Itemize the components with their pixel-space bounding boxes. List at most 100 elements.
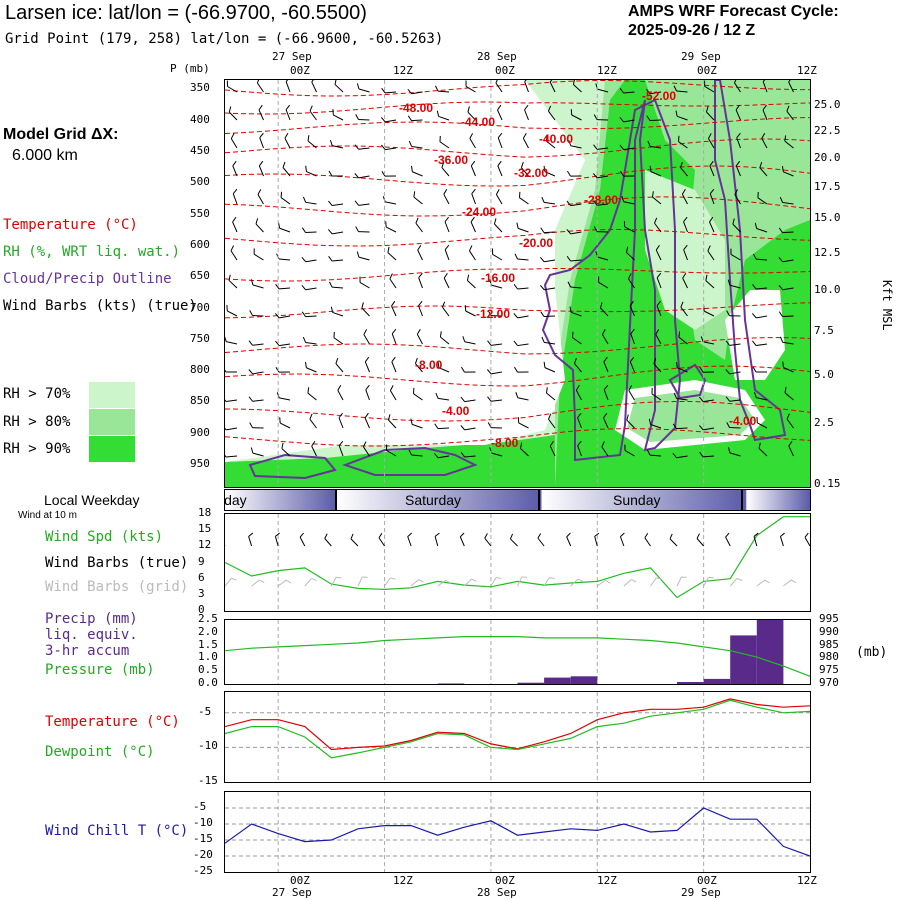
- wind-barb: [497, 104, 503, 121]
- wind-barb: [413, 191, 423, 205]
- wind-barb: [302, 336, 317, 345]
- wind-barb: [601, 441, 609, 457]
- wind-barb: [311, 440, 317, 457]
- wind-barb: [441, 161, 450, 177]
- wind-barb: [301, 311, 317, 318]
- pressure-tick: 975: [819, 663, 839, 677]
- precip-legend-2: liq. equiv.: [45, 627, 138, 643]
- wind-barb: [249, 422, 264, 429]
- wind-barb: [646, 449, 662, 457]
- wind-barb: [435, 85, 450, 93]
- wind-barb: [730, 248, 741, 261]
- wind-barb: [434, 423, 450, 430]
- windchill-legend: Wind Chill T (°C): [45, 823, 189, 839]
- grid-wind-barb: [463, 578, 477, 587]
- rh90-legend-label: RH > 90%: [3, 441, 71, 457]
- surface-wind-barb: [248, 532, 254, 547]
- wind-barb: [354, 173, 370, 179]
- wind-barb: [381, 170, 397, 177]
- wind-barb: [280, 191, 291, 205]
- wind-barb: [788, 80, 794, 93]
- weekday-friday: iday: [224, 492, 247, 508]
- isotherm-label: -24.00: [462, 205, 497, 219]
- wind-barb: [497, 132, 503, 149]
- wind-barb: [566, 200, 582, 207]
- wind-barb: [682, 272, 688, 289]
- surface-wind-barb: [696, 533, 705, 547]
- wind-barb: [412, 387, 423, 401]
- wind-barb: [248, 396, 264, 402]
- isotherm-label: -4.00: [442, 404, 470, 418]
- wind-barb: [470, 160, 476, 177]
- wind-barb: [487, 396, 503, 402]
- wind-barb: [575, 385, 582, 401]
- wind-barb: [380, 117, 397, 123]
- wind-barb: [354, 144, 370, 150]
- wind-barb: [462, 336, 476, 345]
- wind-barb: [407, 89, 423, 95]
- wind-barb: [497, 160, 503, 177]
- wind-barb: [572, 80, 582, 93]
- wind-barb: [673, 392, 688, 401]
- isotherm-line: [225, 228, 810, 247]
- wind-barb: [307, 135, 317, 149]
- surface-wind-barb: [644, 532, 651, 547]
- precip-tick: 2.5: [198, 612, 218, 625]
- wind-barb: [309, 413, 317, 429]
- height-tick-label: 7.5: [814, 324, 834, 337]
- wind-barb: [758, 442, 768, 457]
- wind-barb: [248, 369, 264, 375]
- pressure-tick-label: 650: [190, 269, 210, 283]
- wind-barb: [524, 104, 529, 121]
- wind-barb: [258, 160, 264, 177]
- height-tick-label: 10.0: [814, 283, 841, 296]
- wind-barb: [305, 361, 317, 373]
- wind-barb: [520, 161, 529, 177]
- forecast-cycle-title: AMPS WRF Forecast Cycle:: [628, 3, 839, 20]
- wind-barb: [466, 274, 476, 289]
- wind-barb: [625, 246, 635, 261]
- wind-barb: [355, 114, 370, 121]
- precip-bar: [437, 683, 465, 684]
- wind-barb: [444, 216, 450, 233]
- precip-tick: 0.0: [198, 676, 218, 689]
- wind-barb: [333, 331, 344, 345]
- wind-barb: [603, 412, 609, 429]
- wind-barb: [705, 274, 715, 289]
- wind-barb: [647, 140, 662, 149]
- bottom-hour-0: 00Z: [290, 874, 310, 887]
- wind-barb: [258, 104, 264, 121]
- surface-wind-barb: [378, 532, 385, 547]
- wind-barb: [547, 105, 556, 121]
- wind-speed-tick: 6: [198, 570, 205, 584]
- wind-barb: [570, 109, 582, 121]
- grid-wind-barb: [596, 579, 611, 587]
- rh80-legend-label: RH > 80%: [3, 414, 71, 430]
- surface-wind-barb: [274, 532, 280, 547]
- pressure-tick: 995: [819, 612, 839, 625]
- wind-barb: [493, 218, 503, 233]
- wind-barb: [443, 189, 450, 205]
- wind-barb: [439, 135, 450, 149]
- wind-barb: [411, 165, 423, 177]
- wind-barb: [225, 366, 238, 373]
- wind-barb: [778, 257, 794, 263]
- wind-barb: [285, 80, 291, 93]
- wind-barb: [275, 283, 291, 290]
- wind-barb: [225, 396, 238, 403]
- height-tick-label: 22.5: [814, 124, 841, 137]
- wind-barb: [762, 104, 768, 121]
- wind-barb: [471, 188, 476, 205]
- wind-barb: [364, 356, 370, 373]
- wind-barb: [495, 189, 503, 205]
- temperature-line: [225, 698, 810, 751]
- windchill-tick: -15: [193, 832, 213, 845]
- wind-barb: [256, 80, 264, 93]
- surface-wind-barb: [594, 532, 600, 547]
- wind-barb: [436, 110, 450, 121]
- temp-plot: [225, 692, 810, 782]
- wind-barb: [752, 366, 768, 373]
- wind-barb: [704, 80, 715, 93]
- rh70-swatch: [89, 382, 135, 408]
- wind-barb: [418, 272, 423, 289]
